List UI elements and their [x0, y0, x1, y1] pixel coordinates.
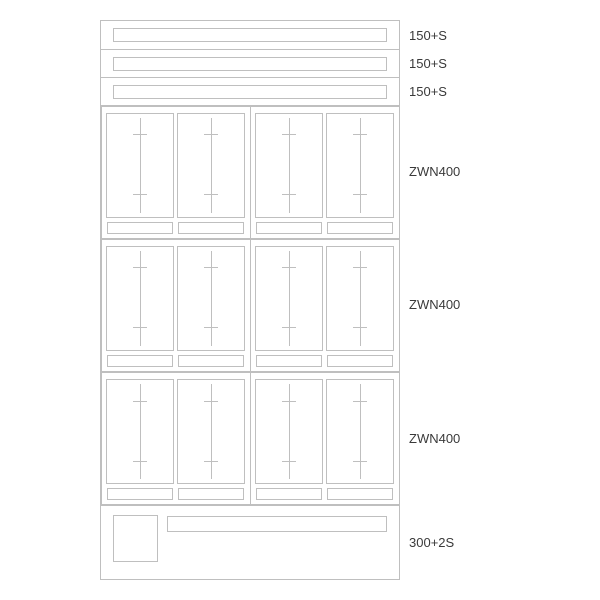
- meter-cell: [106, 246, 174, 351]
- meter-tick: [282, 327, 296, 328]
- meter-cell: [255, 379, 323, 484]
- meter-tick: [353, 327, 367, 328]
- meter-tick: [204, 134, 218, 135]
- meter-cell: [255, 246, 323, 351]
- din-rail: [113, 57, 387, 71]
- terminal-slot: [107, 488, 172, 500]
- terminal-slot: [178, 355, 243, 367]
- section-label: 150+S: [409, 56, 447, 71]
- meter-cell: [177, 379, 245, 484]
- meter-tick: [204, 461, 218, 462]
- terminal-slot: [327, 355, 392, 367]
- section-s3: [101, 77, 399, 105]
- meter-panel: [250, 239, 400, 372]
- meter-panel: [101, 239, 251, 372]
- section-label: ZWN400: [409, 431, 460, 446]
- section-label: 300+2S: [409, 535, 454, 550]
- meter-tick: [133, 194, 147, 195]
- meter-spindle: [360, 251, 361, 346]
- section-m3: [101, 372, 399, 505]
- meter-tick: [353, 267, 367, 268]
- terminal-slot: [107, 355, 172, 367]
- meter-panel: [250, 106, 400, 239]
- section-label: ZWN400: [409, 297, 460, 312]
- section-label: ZWN400: [409, 164, 460, 179]
- section-s1: [101, 21, 399, 49]
- meter-tick: [204, 327, 218, 328]
- section-s2: [101, 49, 399, 77]
- meter-tick: [133, 401, 147, 402]
- terminal-slot: [256, 355, 321, 367]
- meter-tick: [204, 194, 218, 195]
- terminal-slot: [256, 222, 321, 234]
- meter-tick: [282, 194, 296, 195]
- meter-tick: [353, 194, 367, 195]
- meter-row: [101, 239, 399, 371]
- meter-tick: [353, 461, 367, 462]
- din-rail: [113, 85, 387, 99]
- terminal-slot: [256, 488, 321, 500]
- meter-cell: [177, 246, 245, 351]
- terminal-slot: [107, 222, 172, 234]
- section-label: 150+S: [409, 84, 447, 99]
- meter-cell: [106, 113, 174, 218]
- terminal-slot: [327, 222, 392, 234]
- meter-tick: [133, 461, 147, 462]
- meter-panel: [101, 372, 251, 505]
- meter-tick: [133, 134, 147, 135]
- meter-tick: [282, 461, 296, 462]
- meter-row: [101, 106, 399, 238]
- section-b1: [101, 505, 399, 581]
- meter-tick: [282, 134, 296, 135]
- meter-cell: [177, 113, 245, 218]
- meter-spindle: [289, 251, 290, 346]
- meter-tick: [353, 401, 367, 402]
- terminal-slot: [178, 222, 243, 234]
- meter-tick: [282, 401, 296, 402]
- meter-tick: [204, 267, 218, 268]
- meter-panel: [250, 372, 400, 505]
- meter-spindle: [211, 251, 212, 346]
- meter-spindle: [289, 384, 290, 479]
- meter-row: [101, 373, 399, 505]
- meter-tick: [282, 267, 296, 268]
- meter-tick: [353, 134, 367, 135]
- meter-panel: [101, 106, 251, 239]
- meter-tick: [133, 267, 147, 268]
- meter-spindle: [360, 118, 361, 213]
- meter-spindle: [211, 384, 212, 479]
- meter-spindle: [140, 118, 141, 213]
- cabinet-outline: 150+S150+S150+SZWN400ZWN400ZWN400300+2S: [100, 20, 400, 580]
- meter-tick: [204, 401, 218, 402]
- service-box: [113, 515, 158, 562]
- meter-cell: [326, 246, 394, 351]
- section-label: 150+S: [409, 28, 447, 43]
- meter-cell: [326, 379, 394, 484]
- din-rail: [113, 28, 387, 42]
- meter-spindle: [289, 118, 290, 213]
- meter-spindle: [140, 251, 141, 346]
- bottom-rail: [167, 516, 387, 531]
- meter-spindle: [360, 384, 361, 479]
- meter-tick: [133, 327, 147, 328]
- meter-cell: [255, 113, 323, 218]
- meter-spindle: [140, 384, 141, 479]
- terminal-slot: [178, 488, 243, 500]
- meter-spindle: [211, 118, 212, 213]
- section-m2: [101, 238, 399, 371]
- section-m1: [101, 105, 399, 238]
- meter-cell: [106, 379, 174, 484]
- diagram-canvas: 150+S150+S150+SZWN400ZWN400ZWN400300+2S: [100, 20, 400, 580]
- meter-cell: [326, 113, 394, 218]
- terminal-slot: [327, 488, 392, 500]
